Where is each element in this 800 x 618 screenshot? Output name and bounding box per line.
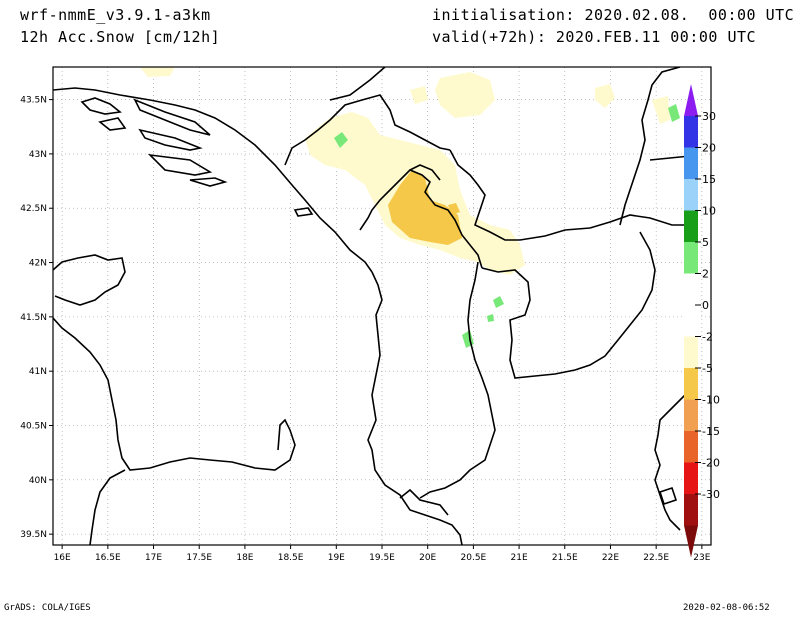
lat-tick-label: 43N xyxy=(29,150,47,160)
lat-tick-label: 40.5N xyxy=(20,422,47,432)
colorbar-label: -20 xyxy=(702,457,720,470)
lat-tick-label: 41N xyxy=(29,367,47,377)
colorbar-swatch xyxy=(684,336,698,368)
valid-time: valid(+72h): 2020.FEB.11 00:00 UTC xyxy=(432,28,757,46)
snow-light-area xyxy=(410,86,428,104)
lon-tick-label: 23E xyxy=(693,553,710,563)
snow-light-area xyxy=(595,84,615,108)
lon-tick-label: 18.5E xyxy=(278,553,304,563)
macedonia-border xyxy=(481,231,656,379)
italy-coastline xyxy=(89,469,126,545)
island xyxy=(189,177,228,187)
albania-border xyxy=(419,261,496,499)
colorbar-swatch xyxy=(684,147,698,179)
croatia-coastline xyxy=(53,87,373,273)
montenegro-albania-coast xyxy=(367,271,463,545)
snow-positive-small xyxy=(487,314,494,322)
colorbar-label: -5 xyxy=(702,362,713,375)
bosnia-border xyxy=(284,94,451,166)
croatia-coastline xyxy=(329,67,386,101)
footer-left: GrADS: COLA/IGES xyxy=(4,603,91,613)
colorbar-label: 30 xyxy=(702,110,716,123)
lon-tick-label: 22E xyxy=(602,553,619,563)
lon-tick-label: 18E xyxy=(236,553,253,563)
italy-coastline xyxy=(53,254,126,306)
colorbar-label: 5 xyxy=(702,236,709,249)
colorbar-label: 20 xyxy=(702,142,716,155)
italy-coastline xyxy=(53,317,296,471)
lon-tick-label: 21E xyxy=(511,553,528,563)
colorbar-label: 2 xyxy=(702,268,709,281)
coastlines-borders xyxy=(53,67,691,545)
colorbar-swatch xyxy=(684,431,698,463)
colorbar-label: -30 xyxy=(702,488,720,501)
island xyxy=(80,97,122,115)
lat-tick-label: 40N xyxy=(29,476,47,486)
lon-tick-label: 19E xyxy=(328,553,345,563)
snow-light-area xyxy=(140,67,175,77)
colorbar-top-arrow xyxy=(684,84,698,116)
colorbar-swatch xyxy=(684,116,698,148)
bulgaria-border xyxy=(619,67,681,226)
init-time: initialisation: 2020.02.08. 00:00 UTC xyxy=(432,6,795,24)
island xyxy=(133,98,211,136)
colorbar-swatch xyxy=(684,210,698,242)
lon-tick-label: 22.5E xyxy=(643,553,669,563)
colorbar-bottom-arrow xyxy=(684,525,698,558)
colorbar-label: 15 xyxy=(702,173,716,186)
lon-tick-label: 16.5E xyxy=(95,553,121,563)
snow-positive-small xyxy=(668,104,680,122)
lon-tick-label: 21.5E xyxy=(552,553,578,563)
island xyxy=(98,117,127,131)
lat-tick-label: 39.5N xyxy=(20,530,47,540)
snow-moderate-area xyxy=(448,203,460,215)
lat-tick-label: 41.5N xyxy=(20,313,47,323)
colorbar-swatch xyxy=(684,368,698,400)
lat-tick-label: 42.5N xyxy=(20,204,47,214)
colorbar-label: -10 xyxy=(702,394,720,407)
colorbar-swatch xyxy=(684,462,698,494)
colorbar-swatch xyxy=(684,399,698,431)
snow-positive-small xyxy=(462,330,474,348)
colorbar-swatch xyxy=(684,494,698,526)
greece-coast xyxy=(399,488,449,516)
lon-tick-label: 17E xyxy=(145,553,162,563)
snow-light-area xyxy=(435,72,495,118)
field-title: 12h Acc.Snow [cm/12h] xyxy=(20,28,221,46)
lon-tick-label: 16E xyxy=(54,553,71,563)
snow-positive-small xyxy=(334,132,348,148)
lon-tick-label: 17.5E xyxy=(186,553,212,563)
colorbar-swatch xyxy=(684,242,698,274)
serbia-border xyxy=(449,149,690,241)
colorbar-label: -15 xyxy=(702,425,720,438)
colorbar-label: 10 xyxy=(702,205,716,218)
snow-field xyxy=(140,67,680,348)
island xyxy=(293,207,314,217)
colorbar-swatch xyxy=(684,273,698,337)
lon-tick-label: 20.5E xyxy=(461,553,487,563)
axis-ticks: 16E 16.5E 17E 17.5E 18E 18.5E 19E 19.5E 20E 20.5E… xyxy=(20,96,711,563)
footer-right: 2020-02-08-06:52 xyxy=(683,603,770,613)
lon-tick-label: 20E xyxy=(419,553,436,563)
bulgaria-border xyxy=(649,155,691,161)
lon-tick-label: 19.5E xyxy=(369,553,395,563)
snow-moderate-area xyxy=(388,170,462,245)
montenegro-border xyxy=(359,169,483,269)
island xyxy=(138,128,203,151)
island xyxy=(658,486,678,506)
greece-coast-east xyxy=(654,389,691,531)
snow-positive-small xyxy=(493,296,504,308)
lat-tick-label: 42N xyxy=(29,259,47,269)
colorbar-label: 0 xyxy=(702,299,709,312)
colorbar-label: -2 xyxy=(702,331,713,344)
lat-tick-label: 43.5N xyxy=(20,96,47,106)
kosovo-border xyxy=(409,164,441,181)
island xyxy=(147,153,213,176)
model-title: wrf-nmmE_v3.9.1-a3km xyxy=(20,6,211,24)
colorbar-swatch xyxy=(684,179,698,211)
snow-light-area xyxy=(652,96,670,124)
